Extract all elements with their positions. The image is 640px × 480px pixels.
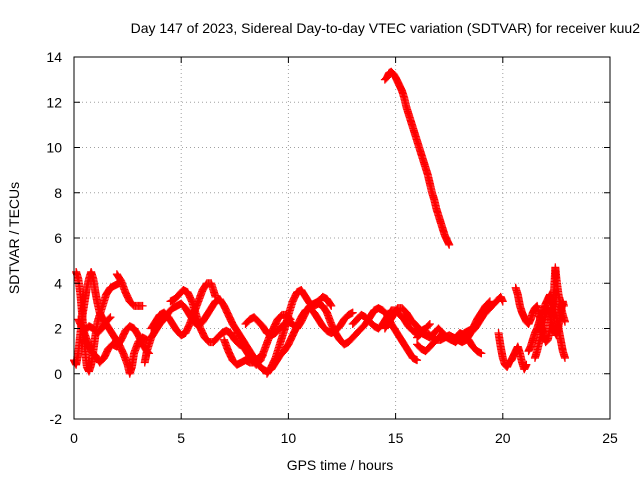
series-arc-05 [80, 313, 115, 338]
x-tick-label: 15 [388, 430, 404, 446]
data-point [485, 297, 494, 306]
x-tick-label: 10 [281, 430, 297, 446]
x-tick-label: 5 [177, 430, 185, 446]
series-arc-11 [241, 292, 336, 340]
y-axis-label: SDTVAR / TECUs [6, 182, 22, 294]
axis-ticks-layer [73, 56, 611, 420]
data-point [211, 292, 220, 301]
y-tick-label: 8 [54, 185, 62, 201]
data-points-layer [70, 67, 569, 378]
y-tick-label: 2 [54, 321, 62, 337]
data-point [326, 300, 335, 309]
series-arc-04 [112, 270, 147, 310]
data-point [477, 349, 486, 358]
chart-title: Day 147 of 2023, Sidereal Day-to-day VTE… [131, 20, 640, 36]
data-point [484, 298, 493, 307]
data-point [445, 240, 454, 249]
x-tick-label: 0 [70, 430, 78, 446]
x-tick-label: 20 [495, 430, 511, 446]
series-arc-09 [220, 335, 267, 369]
series-arc-15 [413, 297, 494, 356]
data-point [424, 321, 433, 330]
data-point [425, 319, 434, 328]
data-point [559, 301, 568, 310]
series-arc-20 [380, 67, 454, 249]
data-point [348, 308, 357, 317]
y-tick-label: 6 [54, 230, 62, 246]
data-point [498, 297, 507, 306]
data-point [522, 360, 531, 369]
x-axis-label: GPS time / hours [287, 457, 394, 473]
y-tick-label: 4 [54, 275, 62, 291]
tick-labels-layer: 0 5 10 15 20 25 -2 0 2 4 6 8 10 12 14 [46, 49, 618, 446]
data-point [106, 313, 115, 322]
series-arc-12 [348, 306, 434, 338]
y-tick-label: -2 [50, 411, 63, 427]
data-point [105, 314, 114, 323]
data-point [327, 301, 336, 310]
data-point [560, 353, 569, 362]
data-point [258, 351, 267, 360]
series-arc-16 [494, 329, 531, 374]
data-point [413, 356, 422, 365]
x-tick-label: 25 [602, 430, 618, 446]
y-tick-label: 12 [46, 94, 62, 110]
series-arc-10 [262, 286, 422, 378]
y-tick-label: 0 [54, 366, 62, 382]
y-tick-label: 10 [46, 140, 62, 156]
data-point [138, 301, 147, 310]
series-arc-19 [530, 297, 568, 362]
y-tick-label: 14 [46, 49, 62, 65]
grid-layer [74, 57, 610, 419]
